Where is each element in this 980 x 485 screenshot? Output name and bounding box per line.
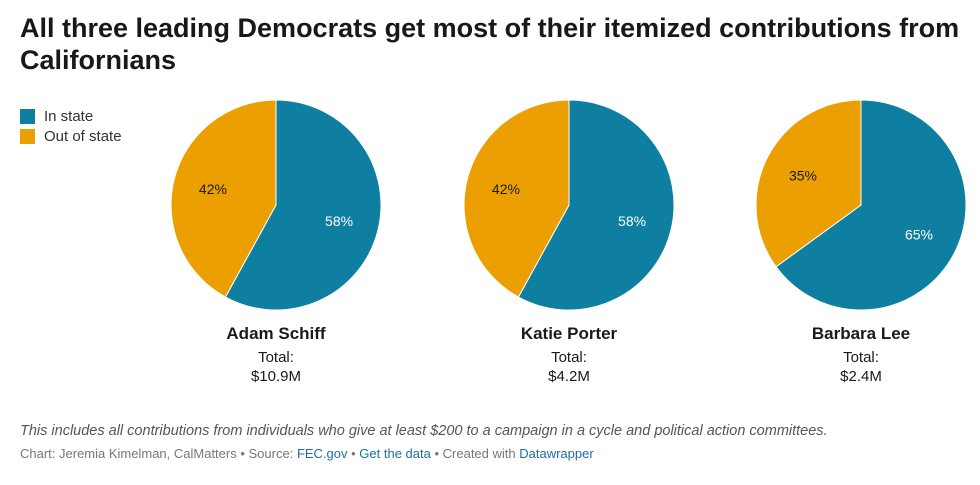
footer-separator: • (430, 446, 443, 461)
legend: In state Out of state (20, 106, 122, 146)
legend-swatch-in-state (20, 108, 35, 124)
source-link[interactable]: FEC.gov (296, 446, 348, 461)
pie-slice-out-of-state-adam-schiff (170, 99, 277, 298)
total-value-barbara-lee: $2.4M (840, 368, 882, 385)
get-the-data-link[interactable]: Get the data (359, 446, 431, 461)
legend-item-out-of-state: Out of state (20, 126, 122, 146)
slice-label-in-state-adam-schiff: 58% (325, 213, 353, 229)
pie-slice-out-of-state-barbara-lee (755, 99, 862, 268)
footer-separator: • (347, 446, 360, 461)
candidate-name-katie-porter: Katie Porter (521, 324, 618, 343)
slice-label-in-state-katie-porter: 58% (618, 213, 646, 229)
chart-footer: Chart: Jeremia Kimelman, CalMatters • So… (20, 446, 594, 461)
slice-label-out-of-state-barbara-lee: 35% (789, 167, 817, 183)
legend-label-in-state: In state (44, 107, 94, 125)
total-value-adam-schiff: $10.9M (251, 368, 301, 385)
candidate-name-barbara-lee: Barbara Lee (812, 324, 910, 343)
pie-slice-in-state-adam-schiff (224, 99, 382, 311)
chart-note: This includes all contributions from ind… (20, 423, 828, 439)
total-label-katie-porter: Total: (551, 349, 587, 366)
total-value-katie-porter: $4.2M (548, 368, 590, 385)
slice-label-out-of-state-katie-porter: 42% (492, 181, 520, 197)
candidate-name-adam-schiff: Adam Schiff (226, 324, 326, 343)
datawrapper-link[interactable]: Datawrapper (519, 446, 594, 461)
pie-slice-out-of-state-katie-porter (463, 99, 570, 298)
pie-slice-in-state-barbara-lee (775, 99, 967, 311)
total-label-adam-schiff: Total: (258, 349, 294, 366)
footer-source-prefix: Source: (248, 446, 297, 461)
footer-separator: • (236, 446, 249, 461)
footer-credit: Chart: Jeremia Kimelman, CalMatters (20, 446, 237, 461)
chart-title: All three leading Democrats get most of … (20, 13, 960, 75)
footer-created-prefix: Created with (442, 446, 520, 461)
total-label-barbara-lee: Total: (843, 349, 879, 366)
legend-item-in-state: In state (20, 106, 122, 126)
legend-swatch-out-of-state (20, 128, 35, 144)
legend-label-out-of-state: Out of state (44, 127, 122, 145)
slice-label-out-of-state-adam-schiff: 42% (199, 181, 227, 197)
pie-slice-in-state-katie-porter (517, 99, 675, 311)
slice-label-in-state-barbara-lee: 65% (905, 227, 933, 243)
